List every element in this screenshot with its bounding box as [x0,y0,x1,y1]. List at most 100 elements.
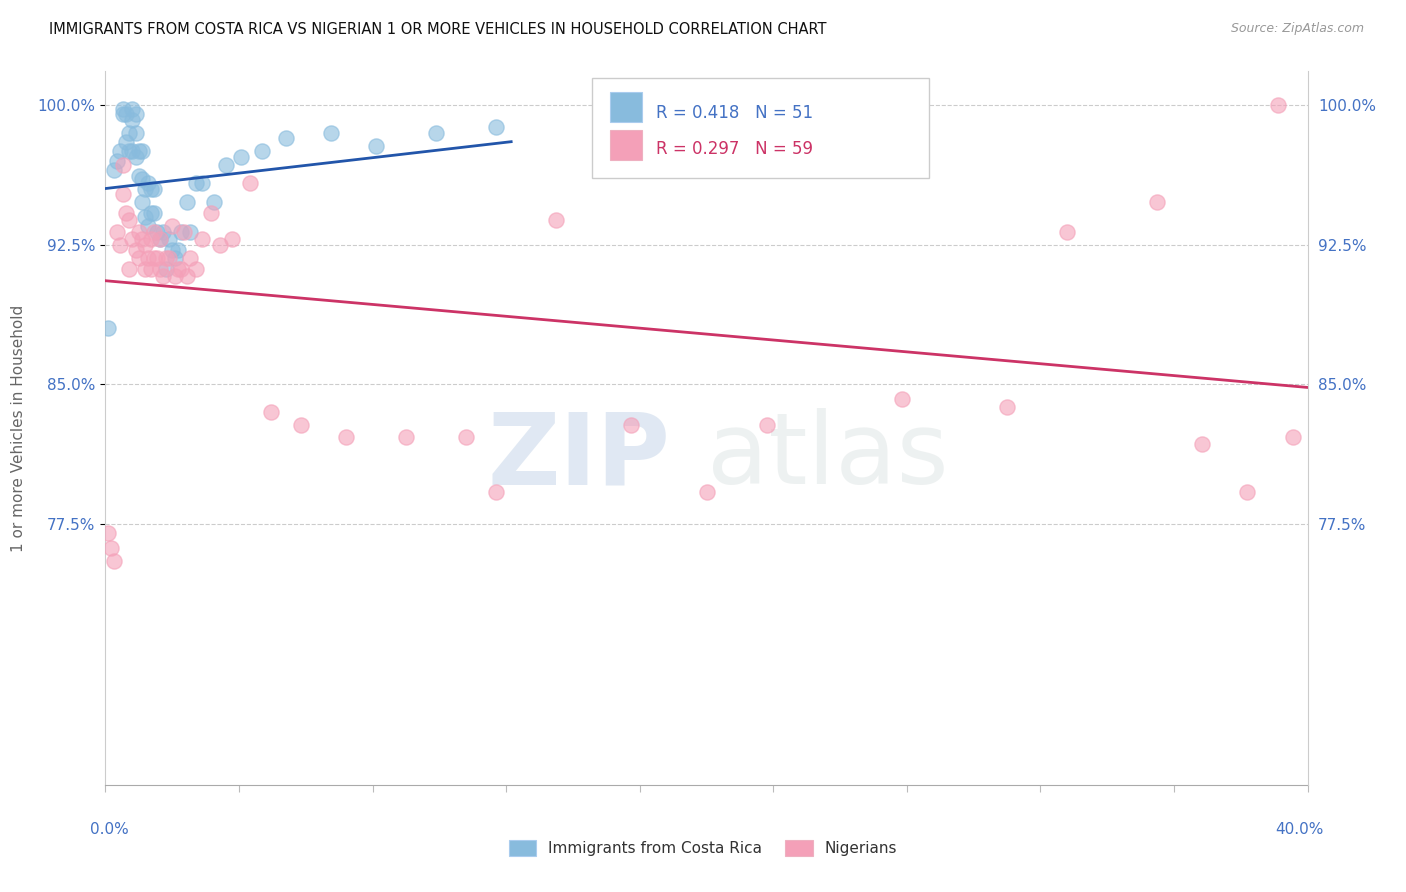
Point [142,182,165,196]
Point [134,237,156,252]
Point [145,225,167,239]
Text: IMMIGRANTS FROM COSTA RICA VS NIGERIAN 1 OR MORE VEHICLES IN HOUSEHOLD CORRELATI: IMMIGRANTS FROM COSTA RICA VS NIGERIAN 1… [49,22,827,37]
Point [319,126,342,140]
Point [128,169,150,183]
Point [118,126,141,140]
Point [142,206,165,220]
Point [100,541,122,556]
Point [176,194,198,209]
Point [184,261,207,276]
Text: atlas: atlas [707,409,948,505]
Text: 40.0%: 40.0% [1275,822,1323,837]
Point [179,251,201,265]
Point [110,145,132,159]
Point [112,102,135,116]
Point [128,225,150,239]
Point [121,112,143,127]
Point [121,232,143,246]
Point [890,392,912,407]
Point [134,182,156,196]
FancyBboxPatch shape [592,78,929,178]
Point [148,261,170,276]
Point [221,232,243,246]
Point [131,194,153,209]
Y-axis label: 1 or more Vehicles in Household: 1 or more Vehicles in Household [11,304,25,552]
Point [250,145,273,159]
Point [214,157,236,171]
Point [139,206,162,220]
Point [620,418,643,433]
Point [124,126,146,140]
Point [124,244,146,258]
Point [166,261,188,276]
Point [148,232,170,246]
Point [696,485,718,500]
Point [290,418,312,433]
Point [229,150,252,164]
Point [155,251,177,265]
Point [152,225,174,239]
Point [103,163,125,178]
Point [145,251,167,265]
Legend: Immigrants from Costa Rica, Nigerians: Immigrants from Costa Rica, Nigerians [502,834,904,862]
Text: R = 0.297   N = 59: R = 0.297 N = 59 [657,140,813,158]
Point [160,219,183,233]
Point [121,102,143,116]
Point [190,176,212,190]
Point [200,206,222,220]
Point [136,219,159,233]
Point [1281,429,1303,443]
Point [124,107,146,121]
Point [1056,225,1078,239]
Point [1191,437,1213,451]
Point [103,554,125,568]
Point [1236,485,1258,500]
Point [239,176,262,190]
Point [128,145,150,159]
Point [155,261,177,276]
Point [124,150,146,164]
Point [395,429,418,443]
Point [142,251,165,265]
Point [115,206,138,220]
Point [166,244,188,258]
Point [115,107,138,121]
Point [148,232,170,246]
Point [364,139,387,153]
Point [425,126,447,140]
Point [118,213,141,227]
FancyBboxPatch shape [610,129,641,160]
Point [546,213,568,227]
Text: ZIP: ZIP [488,409,671,505]
Point [118,261,141,276]
Point [169,225,191,239]
Point [136,251,159,265]
Point [107,153,129,168]
Point [176,269,198,284]
Text: 0.0%: 0.0% [90,822,129,837]
Point [139,261,162,276]
Point [485,485,508,500]
Point [995,400,1018,414]
Point [485,120,508,135]
Point [157,251,180,265]
FancyBboxPatch shape [610,93,641,122]
Point [173,225,195,239]
Point [107,225,129,239]
Point [274,131,297,145]
Point [335,429,357,443]
Point [121,145,143,159]
Point [1146,194,1168,209]
Point [136,176,159,190]
Point [1267,98,1289,112]
Point [118,145,141,159]
Point [139,182,162,196]
Point [139,232,162,246]
Point [97,526,120,541]
Text: Source: ZipAtlas.com: Source: ZipAtlas.com [1230,22,1364,36]
Text: R = 0.418   N = 51: R = 0.418 N = 51 [657,103,813,121]
Point [157,232,180,246]
Point [163,251,186,265]
Point [454,429,477,443]
Point [208,237,231,252]
